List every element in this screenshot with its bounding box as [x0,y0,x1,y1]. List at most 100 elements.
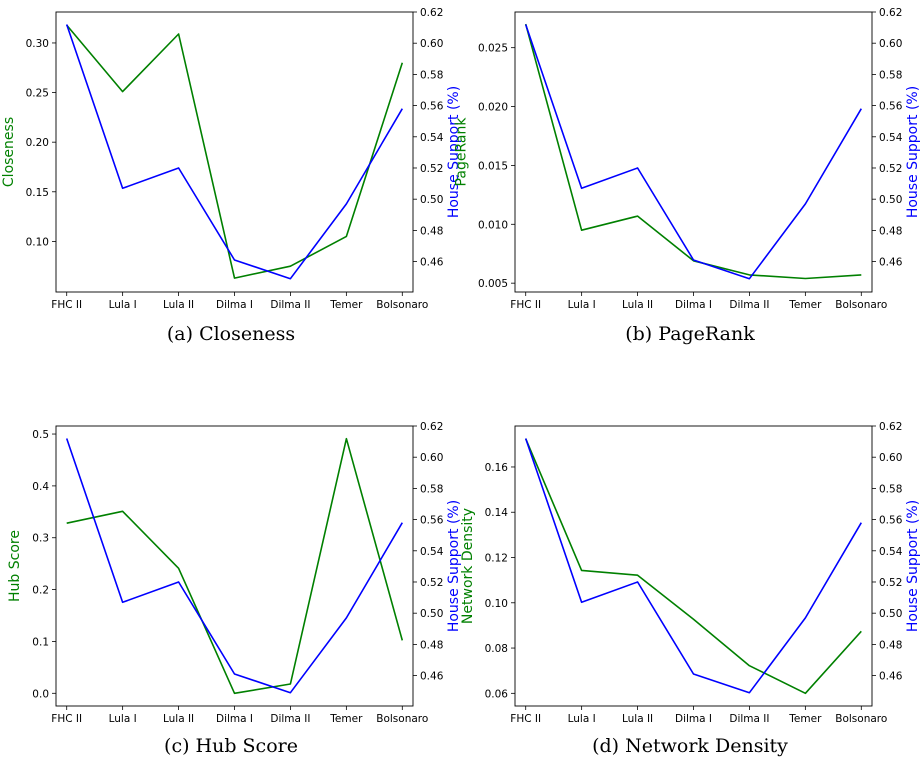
y-right-tick-label: 0.52 [879,163,902,175]
y-left-tick-label: 0.15 [26,187,49,199]
x-tick-label: Dilma II [729,299,769,311]
x-tick-label: Lula I [568,299,596,311]
y-right-tick-label: 0.62 [420,421,443,433]
x-tick-label: Temer [329,713,363,725]
x-tick-label: Dilma I [216,299,253,311]
x-tick-label: FHC II [510,713,541,725]
x-tick-label: Bolsonaro [835,299,887,311]
y-left-tick-label: 0.020 [478,102,508,114]
y-left-tick-label: 0.010 [478,219,508,231]
y-right-tick-label: 0.46 [879,257,903,269]
y-left-tick-label: 0.10 [485,598,508,610]
x-tick-label: FHC II [51,713,82,725]
x-tick-label: FHC II [510,299,541,311]
y-left-tick-label: 0.16 [485,462,509,474]
y-left-axis-label: Closeness [1,117,17,187]
x-tick-label: Lula II [163,713,194,725]
y-left-tick-label: 0.10 [26,236,49,248]
y-left-tick-label: 0.025 [478,43,508,55]
series-line-metric [67,439,403,694]
y-right-tick-label: 0.58 [420,483,443,495]
y-right-tick-label: 0.48 [420,639,443,651]
y-left-axis-label: Network Density [460,508,476,624]
y-right-tick-label: 0.62 [879,421,902,433]
chart-c: FHC II Lula I Lula II Dilma I Dilma II Temer B… [7,421,462,757]
series-line-metric [67,25,403,278]
x-tick-label: Lula I [109,713,137,725]
y-left-axis-label: Hub Score [7,530,23,602]
y-right-tick-label: 0.48 [420,225,443,237]
y-right-tick-label: 0.52 [420,163,443,175]
series-line-house-support [67,439,403,693]
y-left-tick-label: 0.12 [485,553,508,565]
chart-a: FHC II Lula I Lula II Dilma I Dilma II Temer B… [1,7,462,345]
y-right-tick-label: 0.54 [879,132,903,144]
y-left-tick-label: 0.0 [32,688,49,700]
y-left-tick-label: 0.005 [478,278,508,290]
x-tick-label: Dilma I [675,713,712,725]
y-left-tick-label: 0.20 [26,137,49,149]
subfigure-caption: (b) PageRank [625,323,755,345]
y-right-tick-label: 0.62 [420,7,443,19]
y-right-tick-label: 0.60 [879,452,902,464]
x-tick-label: Temer [329,299,363,311]
y-right-tick-label: 0.56 [420,101,444,113]
x-tick-label: Bolsonaro [376,713,428,725]
subfigure-caption: (c) Hub Score [164,735,298,757]
y-right-tick-label: 0.52 [420,577,443,589]
y-right-tick-label: 0.50 [879,608,902,620]
y-left-axis-label: PageRank [454,117,470,187]
y-right-tick-label: 0.56 [879,101,903,113]
y-right-tick-label: 0.60 [879,38,902,50]
x-tick-label: Dilma II [729,713,769,725]
y-right-axis-label: House Support (%) [905,500,921,632]
y-right-axis-label: House Support (%) [905,86,921,218]
x-tick-label: Lula II [163,299,194,311]
x-tick-label: Dilma II [270,713,310,725]
y-right-tick-label: 0.60 [420,38,443,50]
y-left-tick-label: 0.30 [26,38,49,50]
y-right-tick-label: 0.60 [420,452,443,464]
x-tick-label: Bolsonaro [835,713,887,725]
x-tick-label: Dilma II [270,299,310,311]
x-tick-label: Lula II [622,713,653,725]
y-left-tick-label: 0.14 [485,507,509,519]
y-right-tick-label: 0.50 [420,194,443,206]
y-left-tick-label: 0.25 [26,88,49,100]
y-right-tick-label: 0.58 [879,483,902,495]
x-tick-label: Lula I [568,713,596,725]
y-right-tick-label: 0.48 [879,225,902,237]
x-tick-label: Dilma I [216,713,253,725]
x-tick-label: FHC II [51,299,82,311]
y-left-tick-label: 0.3 [32,533,49,545]
y-right-tick-label: 0.54 [879,546,903,558]
series-line-house-support [67,25,403,279]
y-right-tick-label: 0.54 [420,132,444,144]
y-right-tick-label: 0.48 [879,639,902,651]
y-right-tick-label: 0.50 [420,608,443,620]
y-left-tick-label: 0.06 [485,688,509,700]
y-right-tick-label: 0.46 [420,671,444,683]
y-right-tick-label: 0.62 [879,7,902,19]
x-tick-label: Bolsonaro [376,299,428,311]
y-right-tick-label: 0.56 [879,515,903,527]
y-right-tick-label: 0.46 [879,671,903,683]
y-right-tick-label: 0.58 [879,69,902,81]
x-tick-label: Lula I [109,299,137,311]
y-right-tick-label: 0.58 [420,69,443,81]
subfigure-caption: (d) Network Density [592,735,788,757]
chart-d: FHC II Lula I Lula II Dilma I Dilma II Temer B… [460,421,921,757]
y-left-tick-label: 0.4 [32,481,49,493]
y-left-tick-label: 0.1 [32,636,49,648]
chart-b: FHC II Lula I Lula II Dilma I Dilma II Temer B… [454,7,922,345]
series-line-metric [526,24,862,278]
y-right-tick-label: 0.56 [420,515,444,527]
y-left-tick-label: 0.2 [32,585,49,597]
y-left-tick-label: 0.08 [485,643,508,655]
series-line-house-support [526,25,862,279]
x-tick-label: Lula II [622,299,653,311]
y-left-tick-label: 0.015 [478,160,508,172]
series-line-house-support [526,439,862,693]
subfigure-caption: (a) Closeness [167,323,295,345]
